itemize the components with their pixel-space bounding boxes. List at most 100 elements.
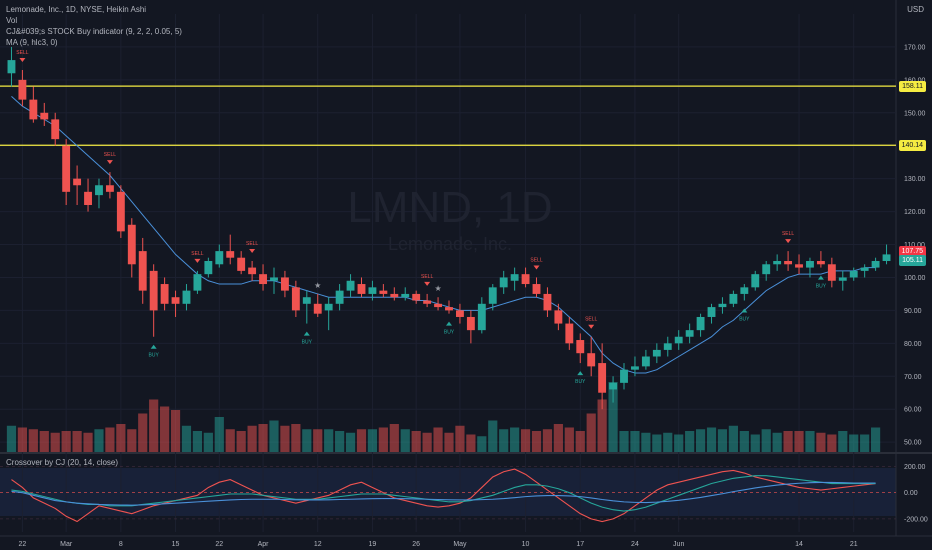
time-axis-tick: 15: [172, 541, 180, 548]
volume-bar: [575, 431, 585, 452]
candle-body: [116, 191, 125, 232]
candle-body: [149, 270, 158, 311]
candle-body: [193, 274, 202, 291]
buy-arrow-icon: [303, 331, 310, 336]
candle-body: [849, 270, 858, 278]
time-axis-tick: Jun: [673, 541, 684, 548]
candle-body: [510, 274, 519, 281]
volume-bar: [247, 425, 257, 452]
candle-body: [182, 290, 191, 304]
candle-body: [838, 277, 847, 281]
candle-body: [707, 307, 716, 317]
buy-signal-label: BUY: [739, 317, 750, 323]
volume-bar: [335, 431, 345, 452]
sell-arrow-icon: [194, 258, 201, 263]
symbol-title[interactable]: Lemonade, Inc., 1D, NYSE, Heikin Ashi: [6, 5, 147, 14]
volume-bar: [422, 432, 432, 452]
time-axis-tick: 8: [119, 541, 123, 548]
volume-bar: [192, 431, 203, 452]
volume-bar: [783, 431, 793, 452]
candle-body: [751, 274, 760, 288]
pane-separator: [0, 452, 932, 454]
watermark-symbol: LMND, 1D: [347, 183, 552, 232]
volume-bar: [761, 429, 771, 452]
candle-body: [357, 284, 366, 294]
oscillator-axis-tick: 200.00: [904, 464, 926, 471]
time-axis-tick: 19: [369, 541, 377, 548]
sell-signal-label: SELL: [530, 257, 542, 263]
sell-arrow-icon: [19, 57, 26, 62]
candle-body: [816, 260, 825, 265]
candle-body: [138, 251, 147, 291]
time-axis-tick: 24: [631, 541, 639, 548]
candle-body: [248, 267, 257, 275]
volume-bar: [291, 424, 301, 452]
volume-bar: [149, 399, 159, 452]
time-axis-tick: 12: [314, 541, 322, 548]
watermark-name: Lemonade, Inc.: [388, 234, 512, 254]
candle-body: [302, 297, 311, 304]
sell-signal-label: SELL: [246, 241, 258, 247]
candle-body: [565, 323, 574, 344]
candle-body: [631, 366, 639, 370]
volume-bar: [105, 427, 115, 452]
candle-body: [215, 251, 224, 265]
buy-signal-label: BUY: [816, 284, 827, 290]
indicator-label[interactable]: CJ&#039;s STOCK Buy indicator (9, 2, 2, …: [6, 27, 182, 36]
volume-bar: [236, 431, 246, 452]
candle-body: [685, 330, 694, 337]
candle-body: [477, 303, 486, 331]
candle-body: [368, 287, 377, 294]
price-axis-tick: 120.00: [904, 209, 926, 216]
candle-body: [762, 264, 771, 275]
candle-body: [674, 336, 683, 344]
volume-bar: [838, 431, 848, 452]
buy-arrow-icon: [150, 344, 157, 349]
volume-bar: [356, 429, 367, 452]
candle-body: [543, 293, 552, 311]
volume-bar: [597, 399, 607, 452]
time-axis-tick: 21: [850, 541, 858, 548]
candle-body: [532, 284, 541, 294]
volume-bar: [17, 427, 28, 452]
currency-label[interactable]: USD: [907, 5, 924, 14]
price-tag-last-close: 107.75: [898, 246, 926, 258]
candle-body: [160, 284, 169, 304]
volume-bar: [61, 431, 71, 452]
volume-bar: [706, 427, 717, 452]
volume-bar: [378, 427, 388, 452]
time-axis-tick: Mar: [60, 541, 73, 548]
star-icon: ★: [434, 284, 441, 293]
volume-bar: [170, 410, 181, 452]
candle-body: [456, 310, 464, 317]
candle-body: [576, 340, 585, 354]
candle-body: [40, 112, 49, 120]
candle-body: [773, 260, 782, 265]
candle-body: [7, 60, 16, 74]
time-axis-tick: 22: [215, 541, 223, 548]
crossover-legend[interactable]: Crossover by CJ (20, 14, close): [6, 458, 119, 467]
sell-arrow-icon: [785, 239, 792, 244]
volume-bar: [695, 429, 706, 452]
candle-body: [740, 287, 749, 294]
candle-body: [795, 264, 803, 268]
volume-bar: [258, 424, 268, 452]
candle-body: [29, 99, 38, 120]
volume-bar: [510, 427, 520, 452]
candle-body: [346, 280, 355, 291]
candle-body: [609, 382, 618, 390]
price-tag-level-1: 158.11: [899, 80, 926, 92]
candle-body: [324, 303, 333, 311]
volume-label[interactable]: Vol: [6, 16, 18, 25]
time-axis-tick: 22: [19, 541, 27, 548]
price-axis-tick: 100.00: [904, 275, 926, 282]
sell-signal-label: SELL: [16, 50, 28, 56]
candle-body: [598, 363, 607, 393]
ma-label[interactable]: MA (9, hlc3, 0): [6, 38, 58, 47]
volume-bar: [542, 429, 553, 452]
volume-bar: [466, 434, 476, 452]
volume-bar: [630, 431, 640, 452]
candle-body: [335, 290, 344, 304]
candle-body: [423, 300, 432, 304]
